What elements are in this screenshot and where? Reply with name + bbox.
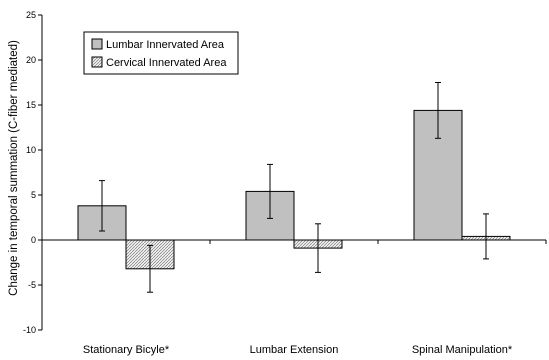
y-tick-label: -10 — [23, 325, 36, 335]
legend-swatch-lumbar — [91, 38, 103, 50]
y-tick-label: -5 — [28, 280, 36, 290]
x-category-label: Lumbar Extension — [250, 344, 339, 356]
legend-label-lumbar: Lumbar Innervated Area — [106, 39, 225, 51]
y-tick-label: 20 — [26, 55, 36, 65]
y-tick-label: 0 — [31, 235, 36, 245]
y-tick-label: 15 — [26, 100, 36, 110]
y-tick-label: 10 — [26, 145, 36, 155]
legend-swatch-cervical — [91, 56, 103, 68]
legend-label-cervical: Cervical Innervated Area — [106, 57, 227, 69]
y-axis-label: Change in temporal summation (C-fiber me… — [8, 40, 20, 296]
x-category-label: Stationary Bicyle* — [83, 344, 170, 356]
y-tick-label: 25 — [26, 10, 36, 20]
plot-area: -10 -5 0 5 10 15 20 25 Stationary Bicyle* Lumbar … — [23, 10, 547, 356]
legend: Lumbar Innervated Area Cervical Innervat… — [83, 31, 239, 75]
legend-box — [83, 31, 239, 75]
y-tick-label: 5 — [31, 190, 36, 200]
x-category-label: Spinal Manipulation* — [412, 344, 513, 356]
